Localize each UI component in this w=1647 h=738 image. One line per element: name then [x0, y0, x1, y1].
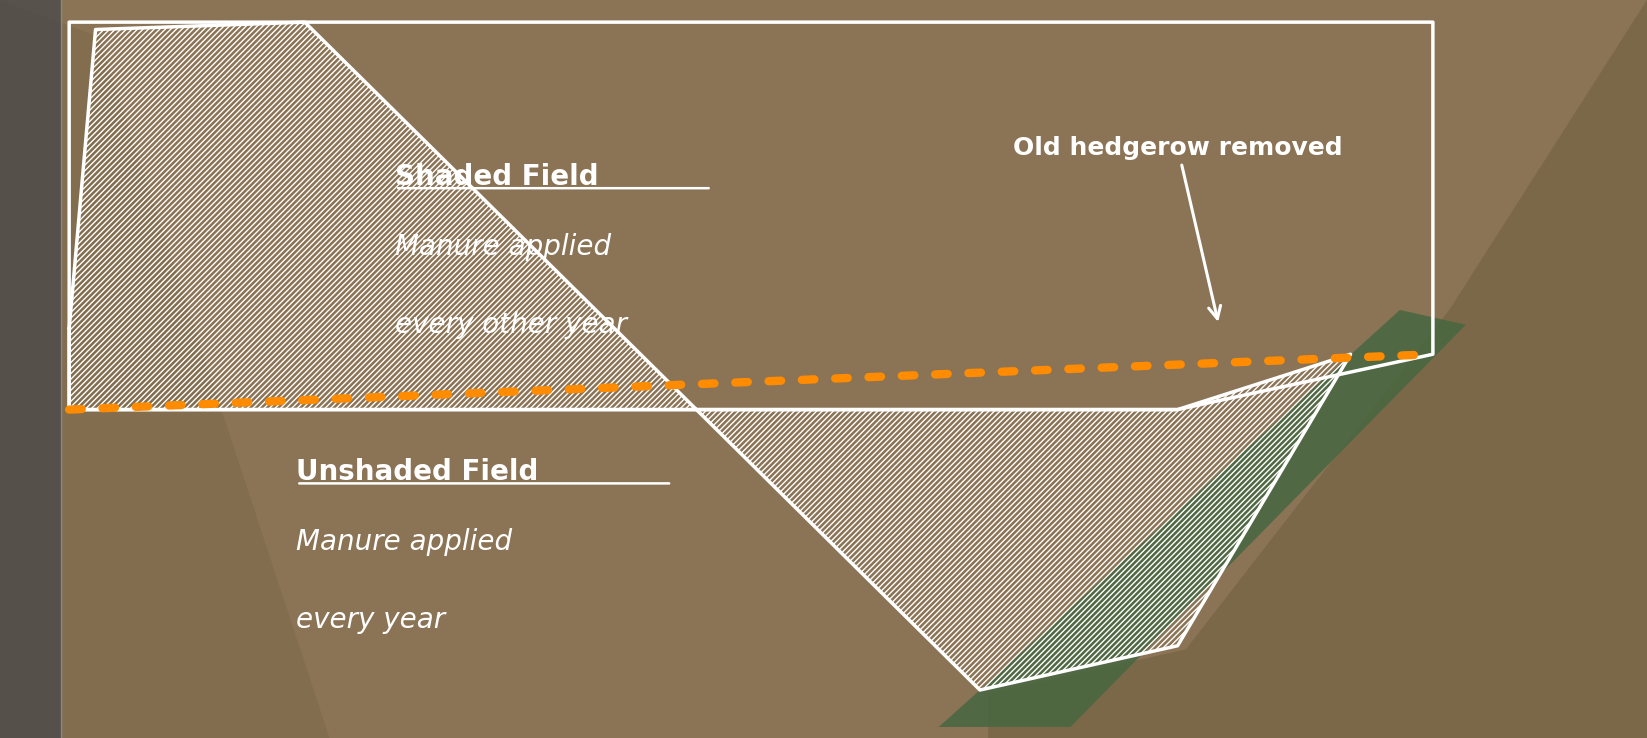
Text: Shaded Field: Shaded Field — [395, 163, 600, 191]
Text: Old hedgerow removed: Old hedgerow removed — [1013, 136, 1342, 319]
Bar — [0, 0, 61, 738]
Polygon shape — [988, 0, 1647, 738]
Text: every year: every year — [296, 606, 446, 634]
Polygon shape — [939, 310, 1466, 727]
Text: every other year: every other year — [395, 311, 628, 339]
Text: Manure applied: Manure applied — [296, 528, 512, 556]
Polygon shape — [0, 0, 329, 738]
Text: Unshaded Field: Unshaded Field — [296, 458, 539, 486]
Text: Manure applied: Manure applied — [395, 233, 611, 261]
